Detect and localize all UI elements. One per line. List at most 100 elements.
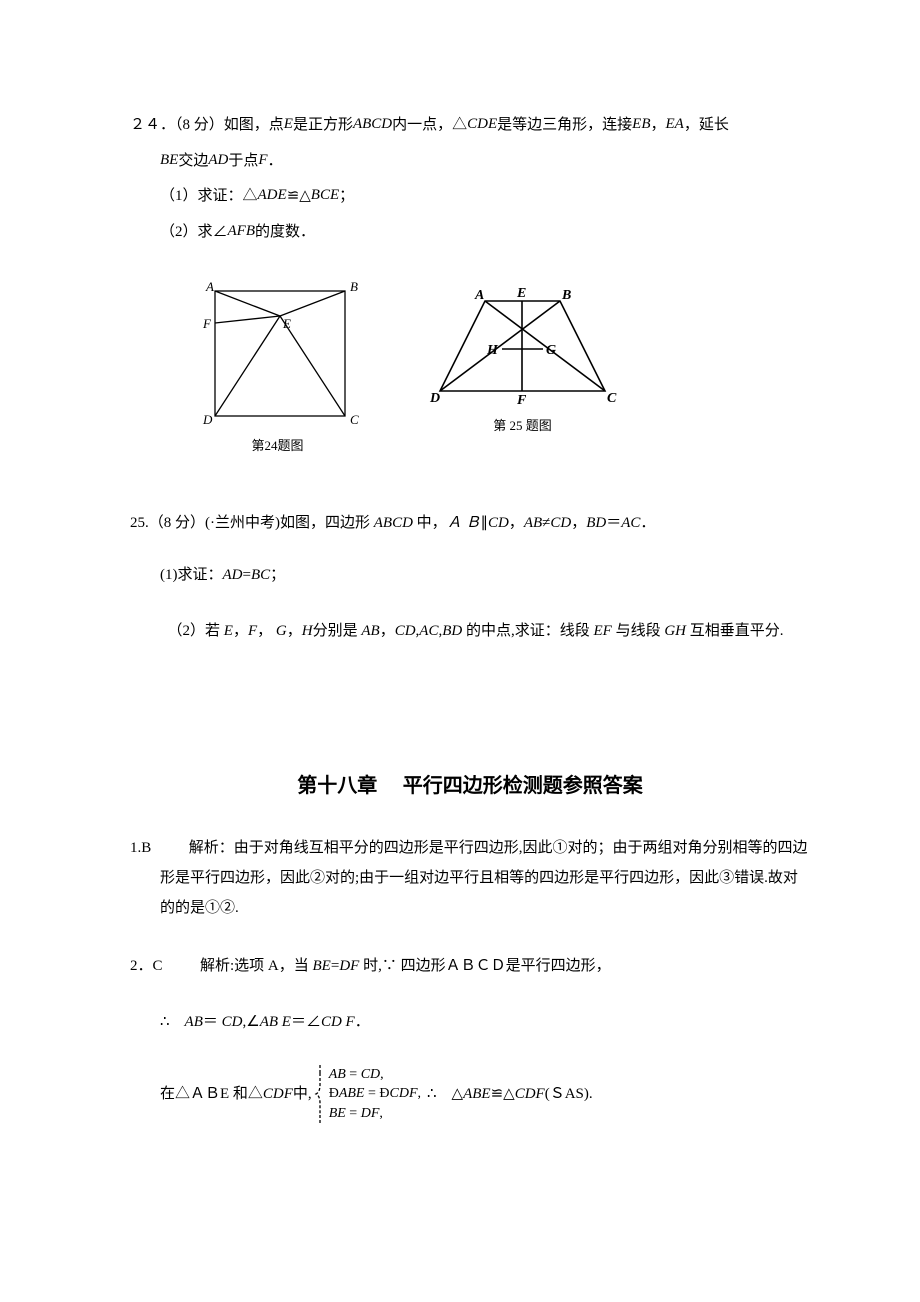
text: 与线段: [612, 623, 665, 639]
text: ＝: [606, 515, 621, 531]
var: AB: [185, 1014, 203, 1030]
var: CD: [488, 515, 509, 531]
text: 1.B 解析：由于对角线互相平分的四边形是平行四边形,因此①对的；由于两组对角分…: [130, 840, 808, 916]
brace-line-3: BE = DF,: [329, 1104, 421, 1124]
var-be: BE: [160, 152, 178, 168]
brace-lines: AB = CD, ÐABE = ÐCDF, BE = DF,: [329, 1065, 421, 1124]
text: (1)求证：: [160, 567, 223, 583]
figure-25: A E B H G D F C 第 25 题图: [425, 276, 620, 459]
var-afb: AFB: [228, 223, 256, 239]
var-f: F: [258, 152, 267, 168]
var: CDF: [263, 1079, 293, 1109]
var-eb: EB: [632, 116, 650, 132]
prob25-main: 25.（8 分）(·兰州中考)如图，四边形 ABCD 中，Ａ Ｂ∥CD，AB≠C…: [130, 509, 810, 538]
text: （2）求∠: [160, 224, 228, 240]
answer-title: 第十八章 平行四边形检测题参照答案: [130, 767, 810, 805]
label-b: B: [561, 288, 571, 303]
var: AD: [223, 567, 243, 583]
label-h: H: [486, 343, 499, 358]
fig24-caption: 第24题图: [251, 434, 303, 459]
text: 内一点，△: [392, 117, 467, 133]
var: F: [248, 623, 257, 639]
var: CDF: [515, 1079, 545, 1109]
label-f: F: [202, 316, 212, 331]
text: 交边: [178, 153, 208, 169]
var: CD: [222, 1014, 243, 1030]
text: ，: [233, 623, 248, 639]
text: 的度数．: [255, 224, 315, 240]
figure-24-svg: A B C D E F: [190, 276, 365, 431]
figure-25-svg: A E B H G D F C: [425, 276, 620, 411]
var: GH: [664, 623, 686, 639]
var: CD: [550, 515, 571, 531]
text: ，: [380, 623, 395, 639]
text: ≌△: [287, 188, 311, 204]
brace-line-1: AB = CD,: [329, 1065, 421, 1085]
label-a: A: [205, 279, 214, 294]
prob24-line2: BE交边AD于点F．: [130, 146, 810, 176]
var: ABE: [463, 1079, 491, 1109]
var: ABCD: [374, 515, 413, 531]
text: ，延长: [684, 117, 729, 133]
text: 是等边三角形，连接: [497, 117, 632, 133]
figure-24: A B C D E F 第24题图: [190, 276, 365, 459]
var-ad: AD: [208, 152, 228, 168]
prob24-sub1: （1）求证：△ADE≌△BCE；: [130, 181, 810, 211]
text: ＝: [203, 1014, 222, 1030]
var: CD: [395, 623, 416, 639]
var: BE: [313, 958, 331, 974]
text: 中,: [293, 1079, 312, 1109]
var-e: E: [284, 116, 293, 132]
prob24-main: ２４．（8 分）如图，点E是正方形ABCD内一点，△CDE是等边三角形，连接EB…: [130, 110, 810, 140]
text: ,∠: [242, 1014, 259, 1030]
text: ∥: [480, 515, 488, 531]
fig25-caption: 第 25 题图: [493, 414, 552, 439]
label-b: B: [350, 279, 358, 294]
answer-2-equation: 在△ＡＢE 和△CDF 中, AB = CD, ÐABE = ÐCDF, BE …: [130, 1063, 810, 1125]
text: 的中点,求证：线段: [462, 623, 593, 639]
text: ≌△: [491, 1079, 515, 1109]
label-g: G: [546, 343, 556, 358]
var-ade: ADE: [258, 187, 287, 203]
text: ；: [339, 188, 354, 204]
text: 中，: [413, 515, 447, 531]
var-ea: EA: [666, 116, 684, 132]
var-bce: BCE: [311, 187, 339, 203]
var: BC: [251, 567, 270, 583]
text: 互相垂直平分.: [686, 623, 784, 639]
var: E: [224, 623, 233, 639]
var: AC: [621, 515, 640, 531]
text: ．: [268, 153, 283, 169]
label-e: E: [282, 316, 291, 331]
figures-row: A B C D E F 第24题图 A E B H G D F C: [130, 276, 810, 459]
answer-1: 1.B 解析：由于对角线互相平分的四边形是平行四边形,因此①对的；由于两组对角分…: [130, 833, 810, 923]
text: 2．C 解析:选项 A，当: [130, 958, 313, 974]
var-cde: CDE: [467, 116, 497, 132]
var: BD: [442, 623, 462, 639]
var-abcd: ABCD: [353, 116, 392, 132]
text: （1）求证：△: [160, 188, 258, 204]
var: DF: [339, 958, 359, 974]
label-a: A: [474, 288, 484, 303]
var: Ａ Ｂ: [447, 515, 481, 531]
brace-block: AB = CD, ÐABE = ÐCDF, BE = DF,: [312, 1063, 421, 1125]
text: ∴ △: [427, 1079, 463, 1109]
prob24-sub2: （2）求∠AFB的度数．: [130, 217, 810, 247]
text: =: [243, 567, 251, 583]
var: AB E: [260, 1014, 291, 1030]
text: ，: [571, 515, 586, 531]
text: ，: [650, 117, 665, 133]
brace-line-2: ÐABE = ÐCDF,: [329, 1084, 421, 1104]
var: H: [302, 623, 313, 639]
label-e: E: [516, 286, 526, 301]
problem-24: ２４．（8 分）如图，点E是正方形ABCD内一点，△CDE是等边三角形，连接EB…: [130, 110, 810, 246]
var: CD F: [321, 1014, 355, 1030]
text: 于点: [228, 153, 258, 169]
text: ＝∠: [291, 1014, 321, 1030]
var: AC: [419, 623, 438, 639]
text: 时,∵ 四边形ＡＢＣＤ是平行四边形，: [359, 958, 610, 974]
text: 25.（8 分）(·兰州中考)如图，四边形: [130, 515, 374, 531]
text: ２４．（8 分）如图，点: [130, 117, 284, 133]
text: 是正方形: [293, 117, 353, 133]
answer-2-line2: ∴ AB＝ CD,∠AB E＝∠CD F．: [130, 1007, 810, 1037]
